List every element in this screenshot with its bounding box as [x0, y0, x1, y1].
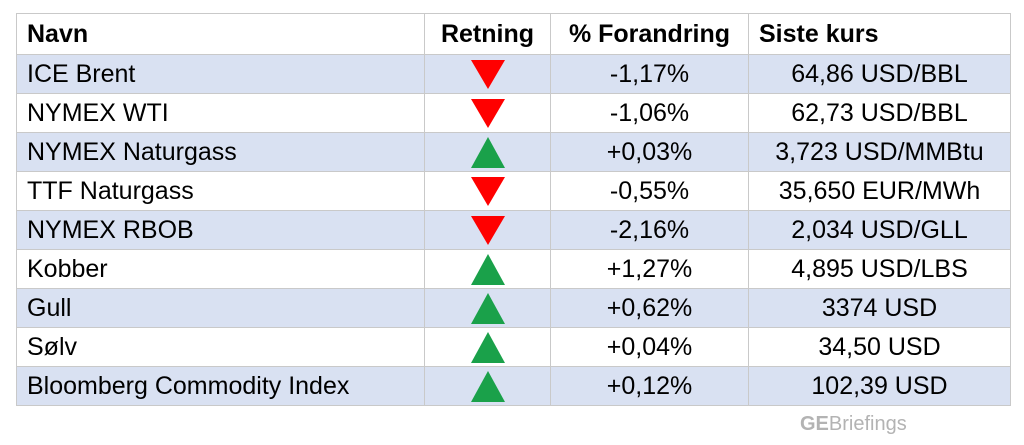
cell-direction: [424, 54, 551, 94]
table-body: ICE Brent -1,17% 64,86 USD/BBL NYMEX WTI -1,…: [16, 54, 1011, 406]
table-row: NYMEX RBOB -2,16% 2,034 USD/GLL: [16, 210, 1011, 250]
header-change: % Forandring: [550, 13, 749, 55]
cell-name: NYMEX Naturgass: [16, 132, 425, 172]
table-row: Sølv +0,04% 34,50 USD: [16, 327, 1011, 367]
cell-last-price: 3,723 USD/MMBtu: [748, 132, 1011, 172]
cell-change: +0,62%: [550, 288, 749, 328]
cell-last-price: 34,50 USD: [748, 327, 1011, 367]
table-row: TTF Naturgass -0,55% 35,650 EUR/MWh: [16, 171, 1011, 211]
triangle-up-icon: [470, 370, 505, 402]
cell-name: TTF Naturgass: [16, 171, 425, 211]
watermark-rest: Briefings: [828, 413, 907, 435]
table-row: Kobber +1,27% 4,895 USD/LBS: [16, 249, 1011, 289]
cell-change: -1,17%: [550, 54, 749, 94]
triangle-down-icon: [470, 215, 505, 245]
cell-last-price: 64,86 USD/BBL: [748, 54, 1011, 94]
triangle-down-icon: [470, 176, 505, 206]
table-row: NYMEX WTI -1,06% 62,73 USD/BBL: [16, 93, 1011, 133]
cell-name: Kobber: [16, 249, 425, 289]
cell-last-price: 62,73 USD/BBL: [748, 93, 1011, 133]
cell-change: -0,55%: [550, 171, 749, 211]
header-last-price: Siste kurs: [748, 13, 1011, 55]
triangle-up-icon: [470, 136, 505, 168]
cell-direction: [424, 288, 551, 328]
cell-change: +0,04%: [550, 327, 749, 367]
cell-direction: [424, 93, 551, 133]
table-header-row: Navn Retning % Forandring Siste kurs: [16, 13, 1011, 55]
table-row: Gull +0,62% 3374 USD: [16, 288, 1011, 328]
cell-direction: [424, 132, 551, 172]
cell-change: -2,16%: [550, 210, 749, 250]
cell-name: NYMEX RBOB: [16, 210, 425, 250]
triangle-down-icon: [470, 59, 505, 89]
triangle-down-icon: [470, 98, 505, 128]
cell-change: +0,03%: [550, 132, 749, 172]
triangle-up-icon: [470, 253, 505, 285]
cell-last-price: 35,650 EUR/MWh: [748, 171, 1011, 211]
cell-last-price: 2,034 USD/GLL: [748, 210, 1011, 250]
cell-change: +1,27%: [550, 249, 749, 289]
table-row: NYMEX Naturgass +0,03% 3,723 USD/MMBtu: [16, 132, 1011, 172]
cell-last-price: 3374 USD: [748, 288, 1011, 328]
cell-name: NYMEX WTI: [16, 93, 425, 133]
cell-name: Sølv: [16, 327, 425, 367]
watermark-logo: GEBriefings: [800, 413, 907, 436]
cell-name: ICE Brent: [16, 54, 425, 94]
cell-last-price: 102,39 USD: [748, 366, 1011, 406]
cell-name: Gull: [16, 288, 425, 328]
table-row: Bloomberg Commodity Index +0,12% 102,39 US…: [16, 366, 1011, 406]
cell-direction: [424, 171, 551, 211]
cell-direction: [424, 249, 551, 289]
cell-last-price: 4,895 USD/LBS: [748, 249, 1011, 289]
header-name: Navn: [16, 13, 425, 55]
table-row: ICE Brent -1,17% 64,86 USD/BBL: [16, 54, 1011, 94]
cell-direction: [424, 210, 551, 250]
triangle-up-icon: [470, 292, 505, 324]
cell-direction: [424, 366, 551, 406]
watermark-bold: GE: [800, 413, 829, 435]
triangle-up-icon: [470, 331, 505, 363]
cell-name: Bloomberg Commodity Index: [16, 366, 425, 406]
commodity-table: Navn Retning % Forandring Siste kurs ICE…: [16, 13, 1011, 406]
cell-change: +0,12%: [550, 366, 749, 406]
header-direction: Retning: [424, 13, 551, 55]
cell-direction: [424, 327, 551, 367]
cell-change: -1,06%: [550, 93, 749, 133]
